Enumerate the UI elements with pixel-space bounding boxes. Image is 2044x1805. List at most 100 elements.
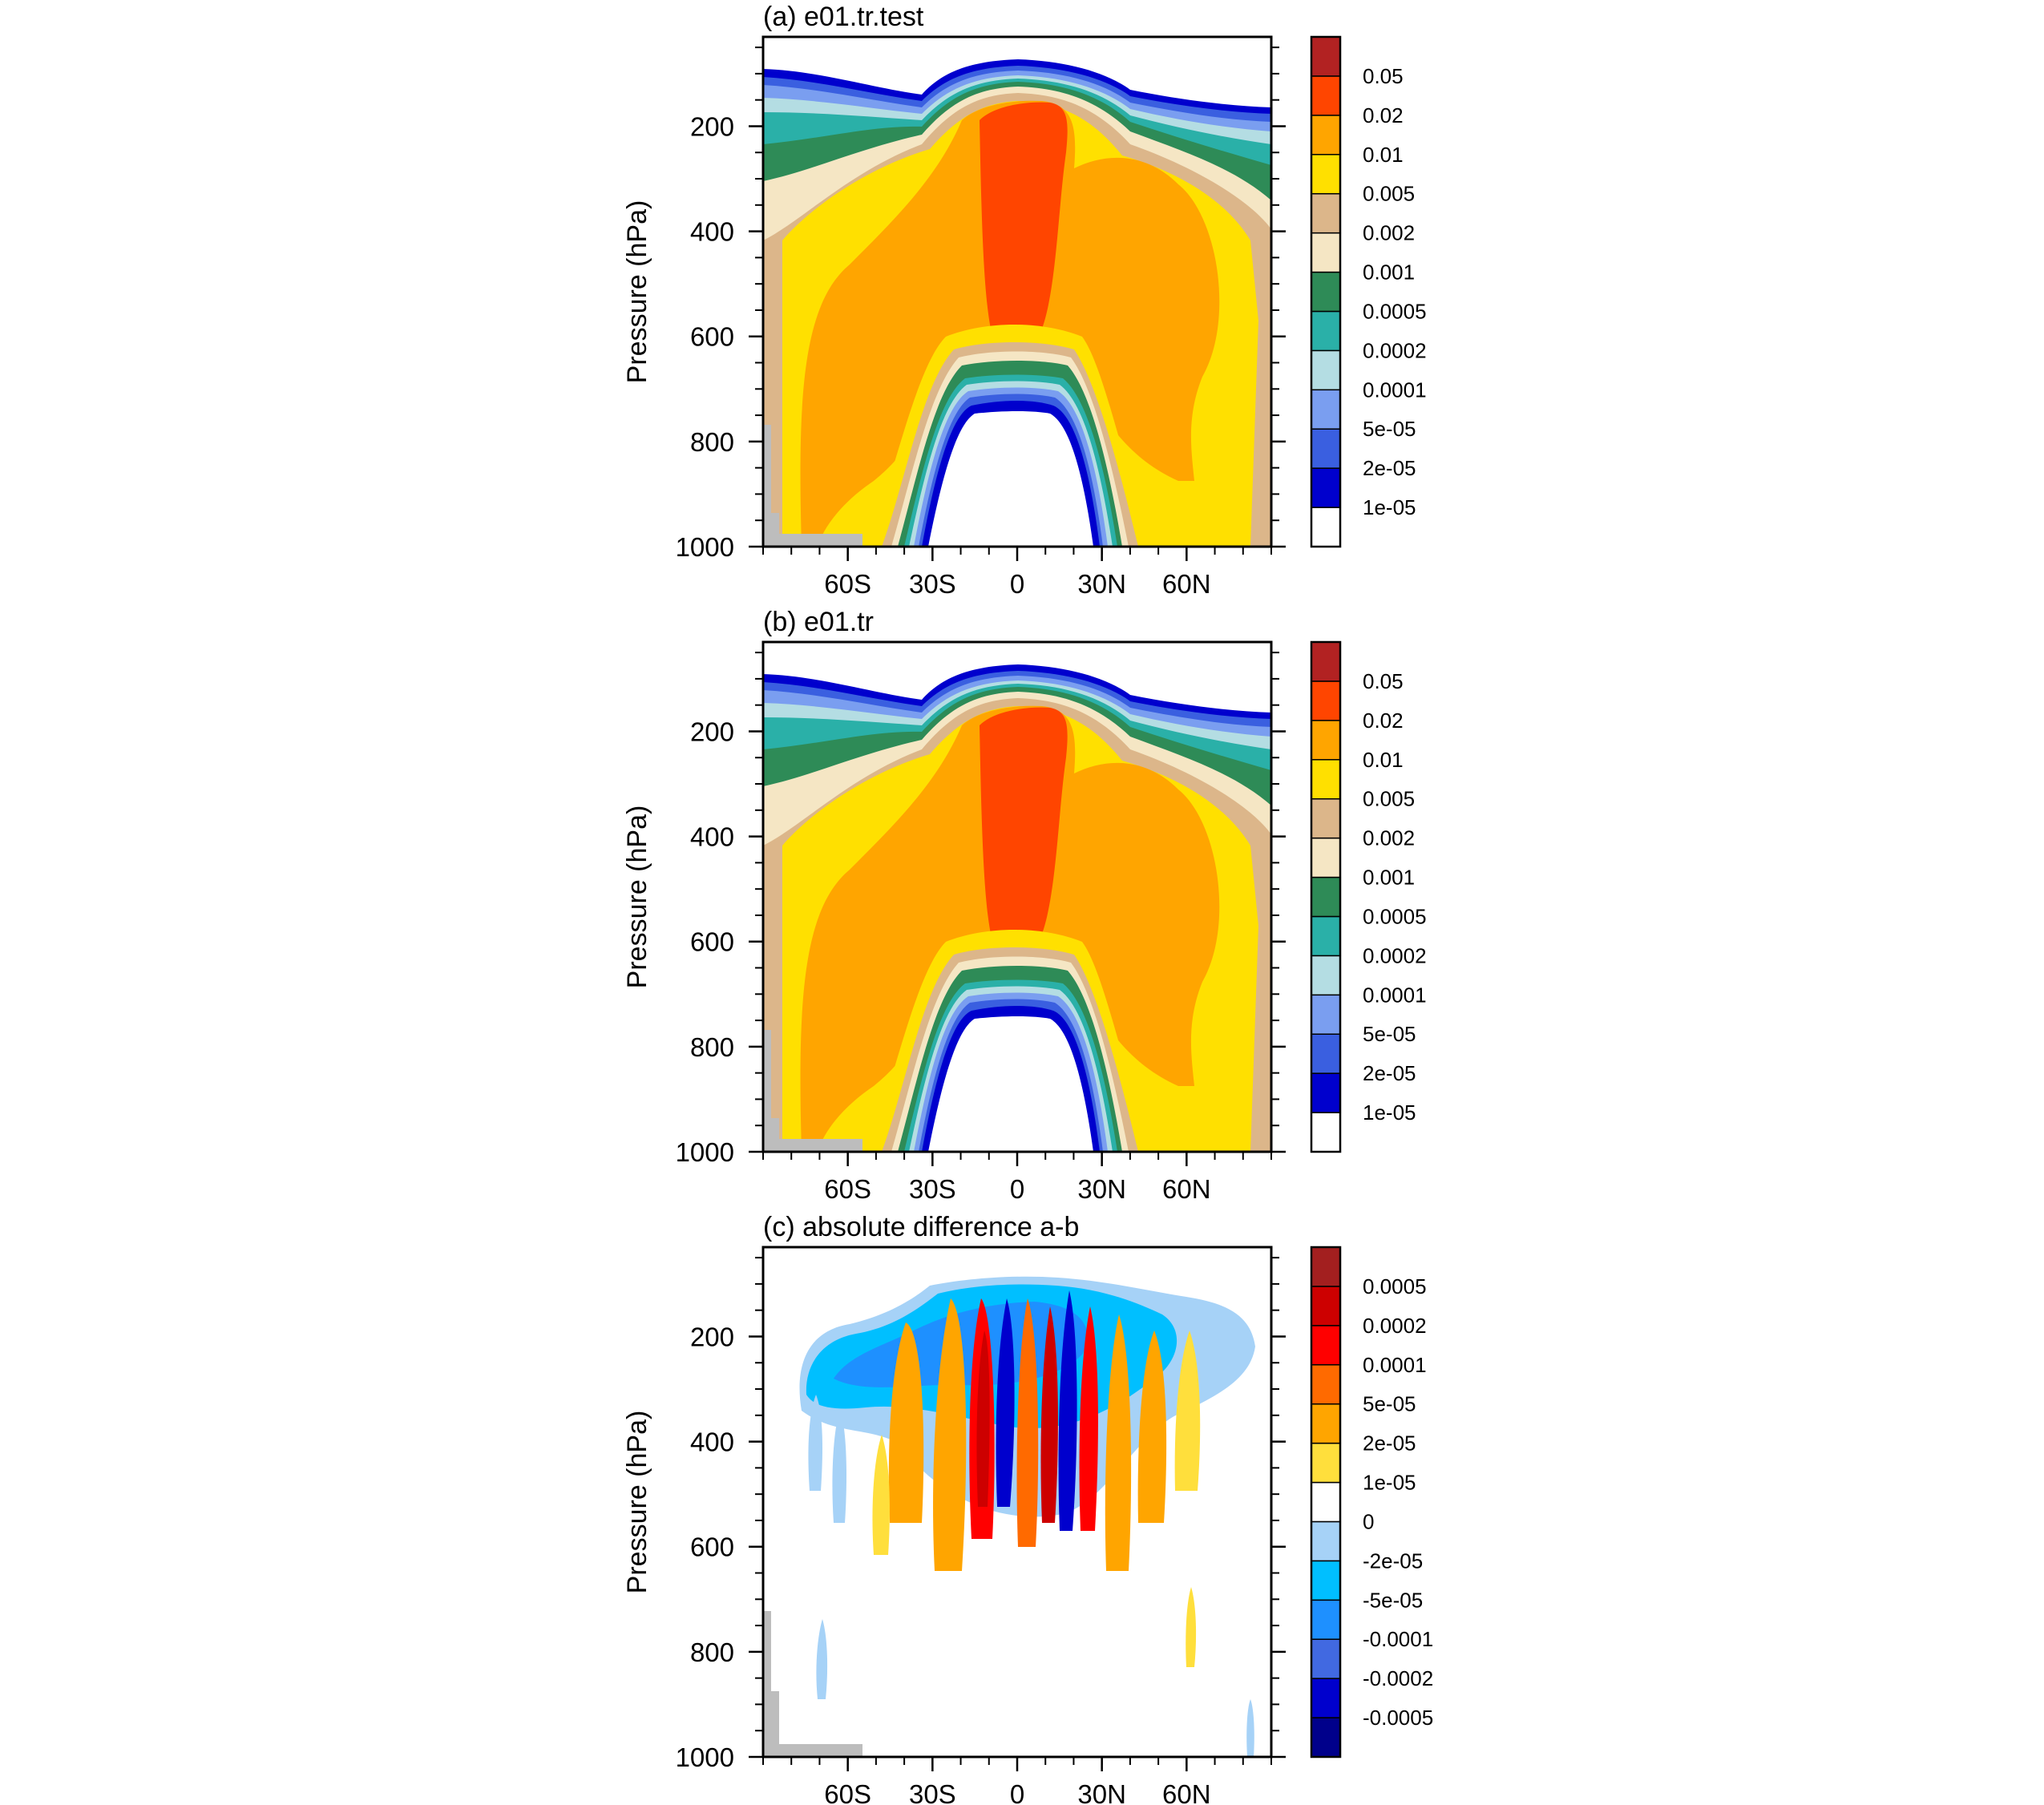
panel-a-ytick-label-2: 600	[690, 322, 734, 352]
panel-b-colorbar-box-11	[1311, 680, 1341, 721]
panel-b-ytick-label-3: 800	[690, 1032, 734, 1062]
panel-c-colorbar-label-0: -0.0005	[1363, 1706, 1433, 1730]
panel-a-colorbar-label-4: 0.0002	[1363, 338, 1427, 362]
panel-c-colorbar-label-7: 2e-05	[1363, 1431, 1416, 1456]
panel-b-field	[763, 642, 1271, 1152]
panel-b-colorbar-box-7	[1311, 837, 1341, 878]
panel-b-colorbar-box-10	[1311, 720, 1341, 761]
panel-a-colorbar-box-11	[1311, 75, 1341, 116]
panel-b-colorbar-label-3: 0.0001	[1363, 983, 1427, 1007]
panel-a-ytick-label-1: 400	[690, 217, 734, 247]
panel-a-axes: 60S 30S 0 30N 60N 200 400 600 800 1000	[676, 46, 1286, 599]
panel-b-axes: 60S 30S 0 30N 60N 200 400 600 800 1000	[676, 652, 1286, 1204]
panel-a-colorbar-label-5: 0.0005	[1363, 299, 1427, 323]
panel-c-colorbar-box-8	[1311, 1403, 1341, 1444]
panel-c-colorbar-label-6: 1e-05	[1363, 1471, 1416, 1495]
panel-a-colorbar-box-10	[1311, 115, 1341, 155]
panel-b-ytick-label-1: 400	[690, 822, 734, 852]
panel-a-colorbar: 1e-05 2e-05 5e-05 0.0001 0.0002 0.0005 0.001 0.…	[1310, 35, 1427, 548]
panel-b-colorbar-box-6	[1311, 876, 1341, 918]
panel-a-xtick-label-1: 30S	[909, 569, 956, 599]
panel-b-xtick-label-3: 30N	[1077, 1174, 1126, 1204]
panel-a-colorbar-box-2	[1311, 428, 1341, 469]
panel-a-colorbar-label-10: 0.02	[1363, 103, 1404, 127]
panel-c-xtick-label-2: 0	[1010, 1779, 1024, 1805]
panel-a-colorbar-box-1	[1311, 467, 1341, 508]
panel-b-colorbar-label-6: 0.001	[1363, 866, 1415, 890]
panel-c-colorbar-label-3: -5e-05	[1363, 1588, 1423, 1612]
panel-b: (b) e01.tr	[622, 607, 1427, 1204]
panel-c-ytick-label-1: 400	[690, 1427, 734, 1457]
panel-b-ytick-label-0: 200	[690, 717, 734, 746]
panel-c-colorbar-label-2: -0.0001	[1363, 1627, 1433, 1651]
panel-c-colorbar-label-4: -2e-05	[1363, 1549, 1423, 1573]
panel-c-xtick-label-3: 30N	[1077, 1779, 1126, 1805]
panel-a-field	[763, 37, 1271, 547]
panel-b-colorbar-label-10: 0.02	[1363, 709, 1404, 733]
panel-b-colorbar-label-5: 0.0005	[1363, 904, 1427, 928]
panel-b-colorbar-label-4: 0.0002	[1363, 943, 1427, 967]
panel-a-colorbar-label-9: 0.01	[1363, 143, 1404, 167]
panel-c-colorbar-label-9: 0.0001	[1363, 1353, 1427, 1377]
panel-a-colorbar-box-5	[1311, 310, 1341, 352]
panel-a-colorbar-label-11: 0.05	[1363, 64, 1404, 88]
panel-a-colorbar-label-0: 1e-05	[1363, 495, 1416, 519]
panel-c-colorbar-box-12	[1311, 1246, 1341, 1287]
panel-c-colorbar-box-2	[1311, 1638, 1341, 1679]
panel-c-colorbar-box-5	[1311, 1520, 1341, 1562]
panel-b-ylabel: Pressure (hPa)	[622, 806, 652, 989]
panel-b-xtick-label-1: 30S	[909, 1174, 956, 1204]
panel-a-colorbar-box-8	[1311, 192, 1341, 234]
panel-a: (a) e01.tr.test	[622, 2, 1427, 599]
panel-c-colorbar-label-11: 0.0005	[1363, 1274, 1427, 1298]
panel-c-colorbar-label-10: 0.0002	[1363, 1314, 1427, 1338]
panel-a-colorbar-label-7: 0.002	[1363, 221, 1415, 245]
panel-c-ytick-label-0: 200	[690, 1322, 734, 1351]
panel-a-colorbar-box-9	[1311, 154, 1341, 195]
panel-b-colorbar-label-0: 1e-05	[1363, 1100, 1416, 1125]
panel-c-colorbar: -0.0005 -0.0002 -0.0001 -5e-05 -2e-05 0 1e-05 2…	[1310, 1246, 1433, 1759]
panel-c-colorbar-box-10	[1311, 1325, 1341, 1366]
panel-b-colorbar: 1e-05 2e-05 5e-05 0.0001 0.0002 0.0005 0.001 0.…	[1310, 640, 1427, 1153]
panel-a-colorbar-box-6	[1311, 271, 1341, 313]
panel-b-xtick-label-0: 60S	[824, 1174, 871, 1204]
panel-b-xtick-label-4: 60N	[1162, 1174, 1211, 1204]
panel-b-colorbar-box-2	[1311, 1033, 1341, 1074]
panel-a-colorbar-label-6: 0.001	[1363, 260, 1415, 285]
panel-b-colorbar-box-9	[1311, 759, 1341, 800]
panel-c-xtick-label-1: 30S	[909, 1779, 956, 1805]
panel-b-ytick-label-2: 600	[690, 927, 734, 957]
panel-a-ytick-label-0: 200	[690, 111, 734, 141]
panel-a-colorbar-box-3	[1311, 389, 1341, 430]
panel-a-colorbar-box-4	[1311, 349, 1341, 391]
panel-c-colorbar-label-1: -0.0002	[1363, 1666, 1433, 1690]
panel-b-xtick-label-2: 0	[1010, 1174, 1024, 1204]
panel-a-xtick-label-4: 60N	[1162, 569, 1211, 599]
panel-b-colorbar-box-1	[1311, 1072, 1341, 1113]
panel-b-ytick-label-4: 1000	[676, 1137, 734, 1167]
panel-c-title: (c) absolute difference a-b	[763, 1212, 1079, 1242]
panel-c-colorbar-box-7	[1311, 1442, 1341, 1484]
panel-c: (c) absolute difference a-b	[622, 1212, 1433, 1805]
panel-b-colorbar-label-7: 0.002	[1363, 826, 1415, 850]
panel-b-colorbar-label-2: 5e-05	[1363, 1022, 1416, 1046]
panel-c-colorbar-label-8: 5e-05	[1363, 1392, 1416, 1416]
panel-a-colorbar-frame	[1310, 35, 1342, 548]
panel-a-colorbar-label-1: 2e-05	[1363, 456, 1416, 480]
panel-b-colorbar-box-8	[1311, 798, 1341, 839]
panel-c-colorbar-box-6	[1311, 1481, 1341, 1523]
panel-a-ytick-label-4: 1000	[676, 532, 734, 562]
panel-a-title: (a) e01.tr.test	[763, 2, 924, 32]
panel-b-colorbar-box-5	[1311, 915, 1341, 957]
panel-a-colorbar-label-8: 0.005	[1363, 182, 1415, 206]
panel-b-colorbar-label-1: 2e-05	[1363, 1061, 1416, 1085]
panel-b-colorbar-label-9: 0.01	[1363, 748, 1404, 772]
panel-a-colorbar-box-7	[1311, 232, 1341, 273]
panel-a-ytick-label-3: 800	[690, 427, 734, 457]
panel-b-colorbar-box-12	[1311, 641, 1341, 682]
panel-c-colorbar-box-9	[1311, 1364, 1341, 1405]
panel-c-ytick-label-4: 1000	[676, 1742, 734, 1772]
panel-a-colorbar-label-3: 0.0001	[1363, 378, 1427, 402]
panel-c-axes: 60S 30S 0 30N 60N 200 400 600 800 1000	[676, 1257, 1286, 1805]
